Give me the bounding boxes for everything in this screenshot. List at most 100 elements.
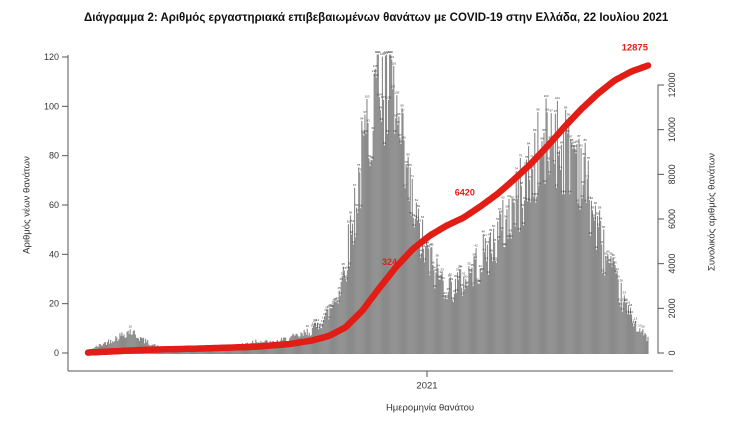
bar	[428, 248, 430, 354]
bar-label: 34	[458, 265, 462, 269]
bar-label: 35	[467, 262, 471, 266]
bar	[551, 145, 553, 354]
bar-label: 120	[380, 52, 385, 56]
bar-label: 102	[555, 96, 560, 100]
bar	[524, 165, 527, 354]
bar-label: 46	[509, 234, 513, 238]
bar-label: 31	[428, 271, 432, 275]
bar	[274, 344, 276, 354]
bar-label: 96	[567, 113, 571, 117]
bar	[207, 350, 210, 354]
bar	[400, 144, 402, 354]
bar	[310, 334, 312, 354]
bar	[449, 277, 451, 354]
bar-label: 58	[598, 206, 602, 210]
bar-label: 86	[540, 136, 544, 140]
bar	[420, 253, 423, 354]
bar	[425, 246, 427, 354]
bar	[403, 140, 405, 354]
bar-label: 51	[597, 223, 601, 227]
bar-label: 78	[369, 155, 373, 159]
bar	[378, 97, 380, 355]
bar-label: 49	[518, 227, 522, 231]
bar	[344, 279, 346, 354]
bar	[543, 132, 545, 354]
bar-label: 97	[401, 108, 405, 112]
bar-label: 71	[411, 174, 415, 178]
bar-label: 36	[613, 261, 617, 265]
bar	[370, 159, 372, 354]
bar	[460, 269, 462, 354]
bar	[595, 249, 598, 354]
bar	[145, 338, 147, 354]
bar-label: 121	[376, 50, 381, 54]
bar-label: 121	[375, 50, 380, 54]
right-axis-tick-label: 12000	[667, 72, 677, 97]
bar-label: 12	[313, 318, 317, 322]
bar-label: 72	[548, 170, 552, 174]
bar-label: 58	[505, 205, 509, 209]
bar	[204, 350, 206, 354]
bar	[600, 220, 602, 354]
bar-label: 76	[524, 161, 528, 165]
bar-label: 21	[334, 298, 338, 302]
left-axis-tick-label: 0	[54, 348, 59, 358]
bar	[288, 340, 290, 354]
bar-label: 83	[579, 144, 583, 148]
bar-label: 23	[339, 291, 343, 295]
bar-label: 18	[328, 303, 332, 307]
bar-label: 89	[533, 128, 537, 132]
bar-label: 88	[362, 131, 366, 135]
bar	[445, 298, 447, 354]
bar-label: 42	[474, 244, 478, 248]
bar-label: 75	[409, 163, 413, 167]
bar	[484, 238, 486, 354]
bar-label: 39	[472, 252, 476, 256]
bar-label: 107	[390, 85, 395, 89]
bar	[567, 133, 569, 354]
bar-label: 33	[343, 266, 347, 270]
bar-label: 58	[591, 206, 595, 210]
bar	[421, 219, 424, 354]
bar-label: 78	[546, 156, 550, 160]
bar-label: 60	[594, 201, 598, 205]
bar-label: 29	[475, 277, 479, 281]
bar	[532, 169, 534, 354]
bar-label: 48	[350, 230, 354, 234]
bar-label: 30	[457, 275, 461, 279]
bar	[554, 113, 556, 354]
bar-label: 26	[433, 284, 437, 288]
bar	[615, 273, 617, 354]
bar-label: 98	[545, 108, 549, 112]
bar	[495, 261, 497, 354]
bar-label: 37	[485, 257, 489, 261]
bar-label: 64	[568, 190, 572, 194]
bar	[385, 54, 388, 354]
bar-label: 44	[600, 240, 604, 244]
bar	[189, 350, 191, 354]
bar	[613, 261, 615, 354]
bar	[504, 247, 506, 354]
x-axis-title: Ημερομηνία θανάτου	[385, 402, 475, 414]
bar-label: 86	[549, 136, 553, 140]
annotation-6420: 6420	[455, 188, 475, 198]
bar-label: 69	[543, 179, 547, 183]
bar-label: 62	[588, 195, 592, 199]
bar	[618, 302, 620, 354]
bar-label: 16	[628, 310, 632, 314]
bar-label: 61	[529, 198, 533, 202]
bar-label: 30	[437, 275, 441, 279]
bar-label: 99	[379, 105, 383, 109]
bar	[125, 337, 127, 354]
bar	[446, 299, 448, 354]
bar-label: 40	[420, 249, 424, 253]
bar	[531, 158, 533, 354]
bar	[327, 309, 329, 354]
bar-label: 50	[492, 224, 496, 228]
bar	[523, 200, 526, 354]
bar	[423, 248, 425, 354]
bar	[361, 121, 363, 354]
bar	[127, 330, 129, 354]
bar	[122, 336, 124, 354]
bar	[411, 178, 413, 354]
